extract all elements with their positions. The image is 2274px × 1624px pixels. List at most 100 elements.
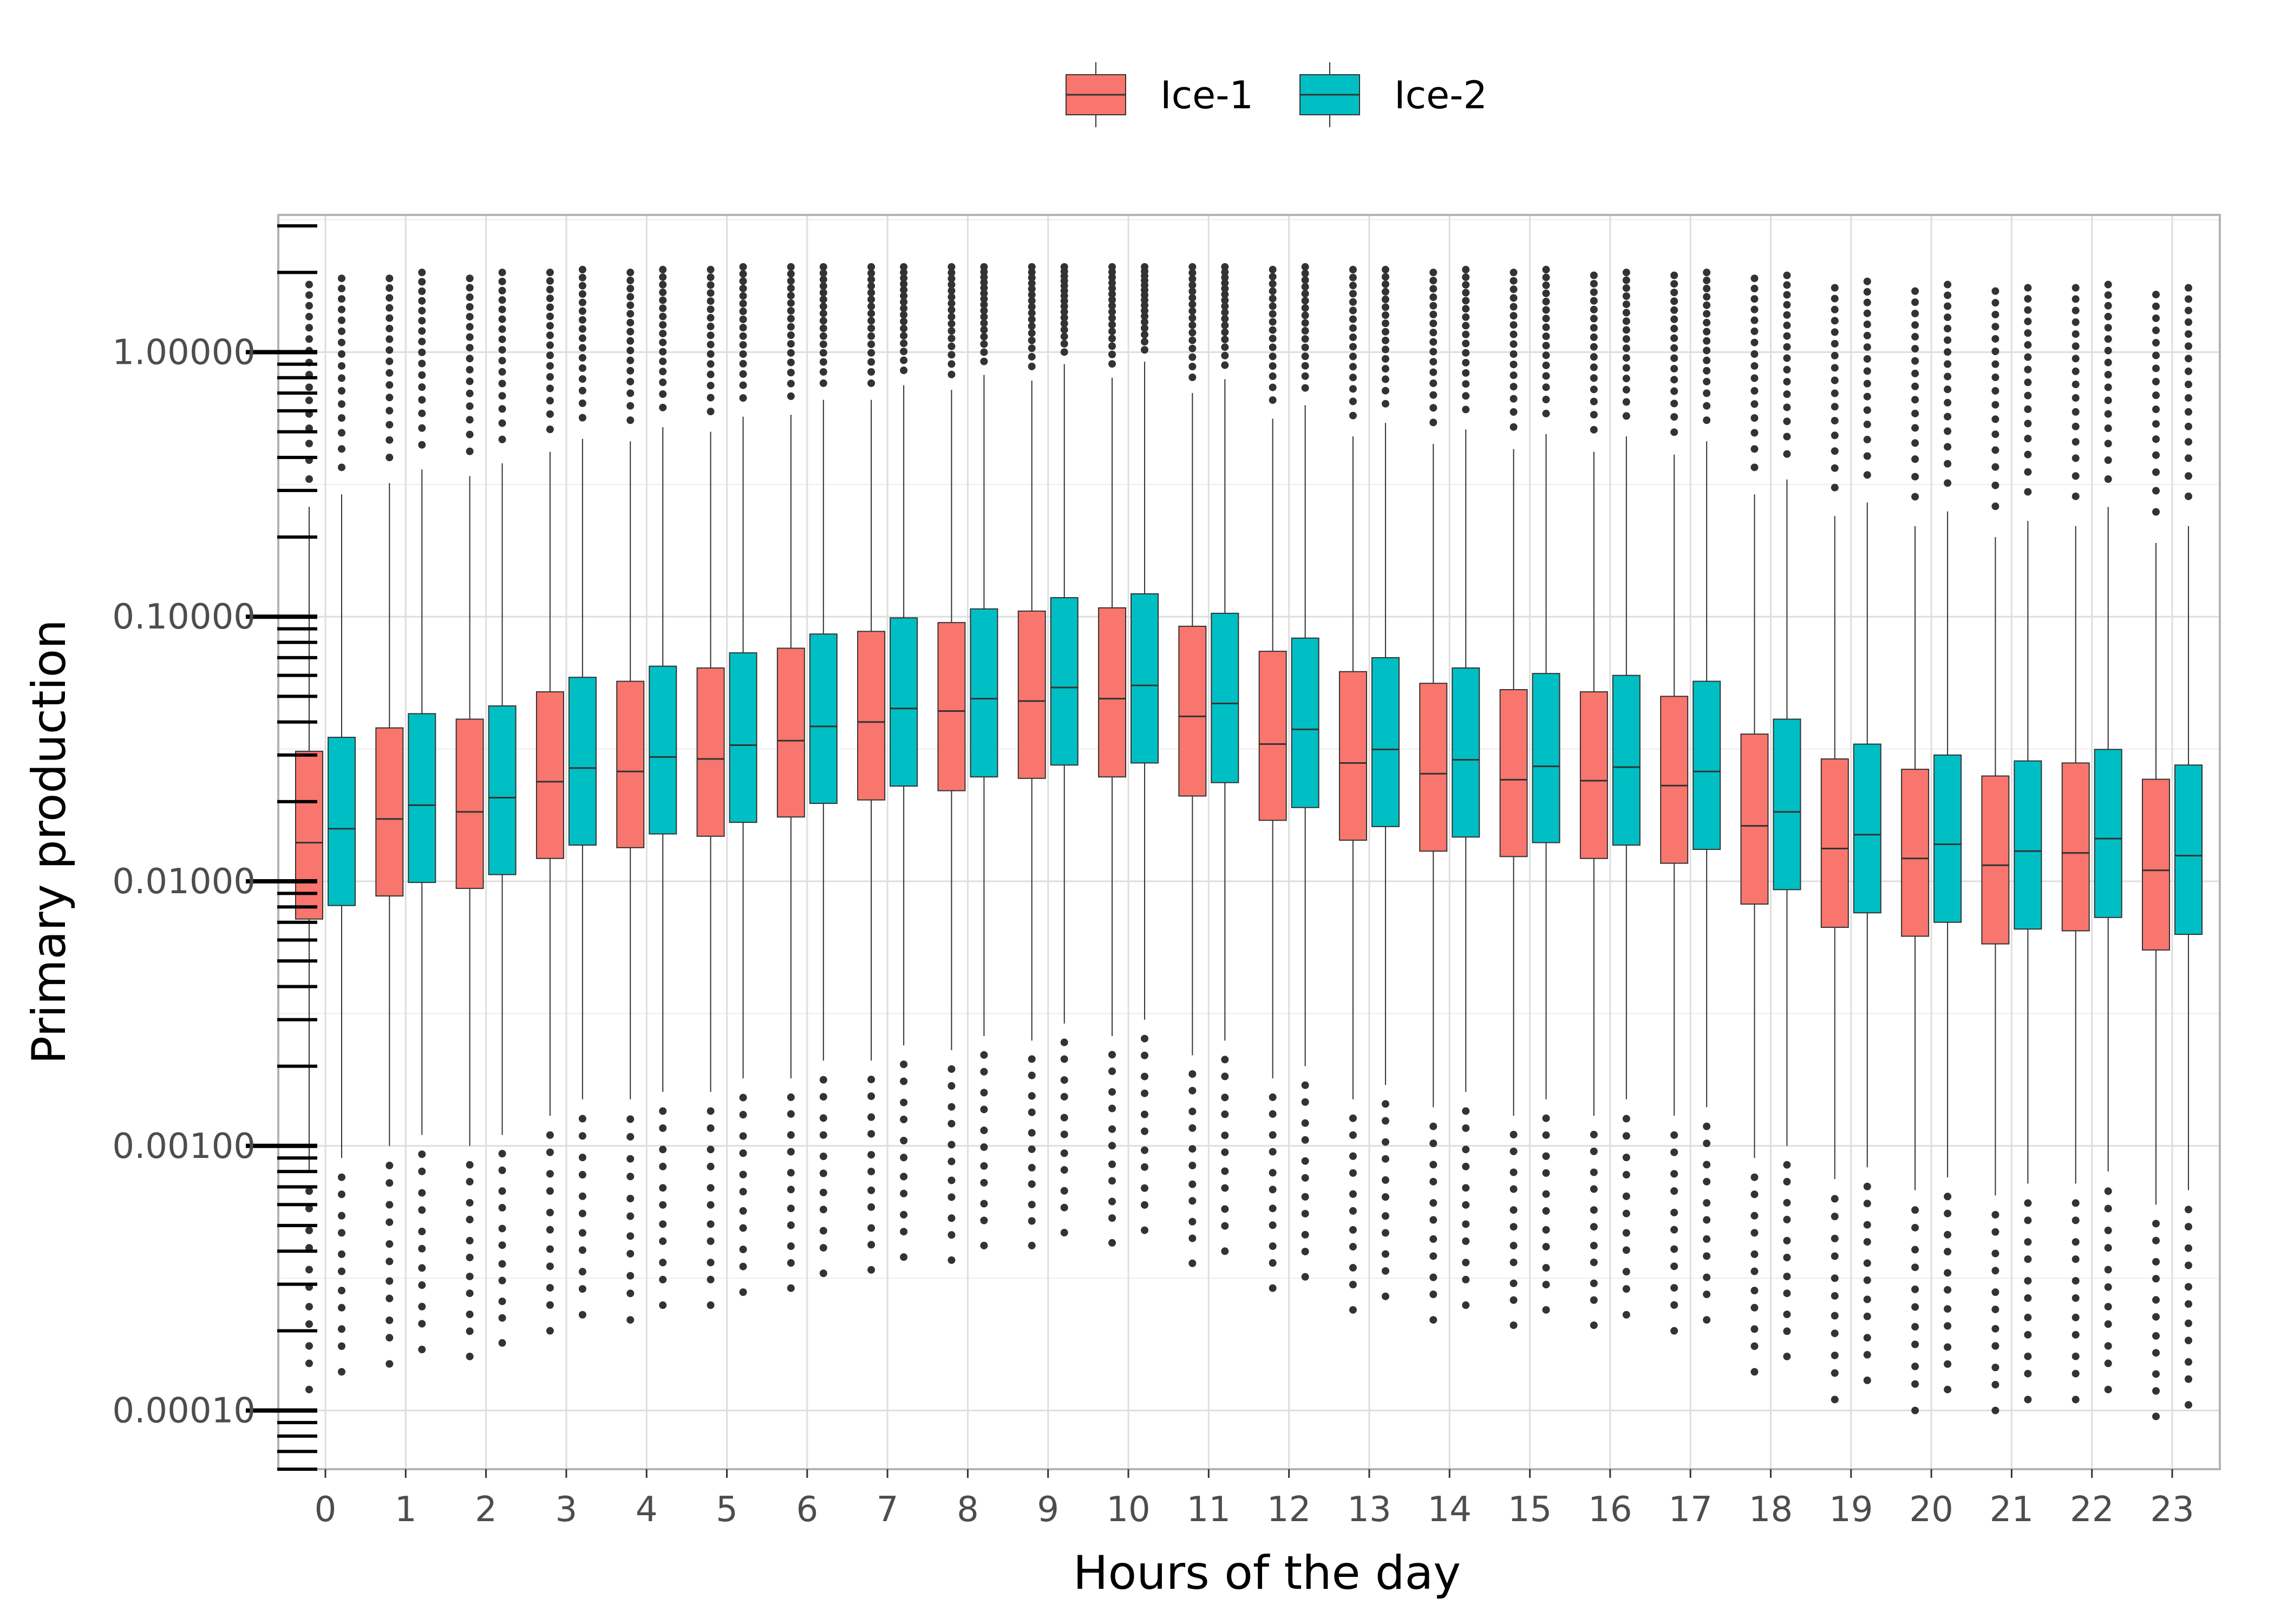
outlier-point	[819, 1206, 827, 1214]
outlier-point	[2024, 1238, 2032, 1246]
outlier-point	[819, 340, 827, 348]
outlier-point	[1622, 344, 1630, 352]
outlier-point	[1542, 395, 1550, 403]
outlier-point	[546, 285, 554, 293]
box-iqr	[2174, 764, 2203, 935]
outlier-point	[900, 324, 908, 332]
outlier-point	[2024, 405, 2032, 413]
x-tick-label: 6	[796, 1490, 818, 1530]
outlier-point	[1863, 392, 1871, 401]
outlier-point	[659, 1107, 667, 1115]
outlier-point	[546, 384, 554, 392]
outlier-point	[385, 1258, 394, 1266]
outlier-point	[626, 377, 635, 385]
outlier-point	[2104, 1359, 2112, 1367]
outlier-point	[1301, 276, 1309, 284]
outlier-point	[1863, 1295, 1871, 1304]
outlier-point	[1108, 263, 1116, 271]
outlier-point	[466, 313, 474, 321]
outlier-point	[1783, 322, 1791, 330]
outlier-point	[980, 1127, 988, 1135]
outlier-point	[1269, 1259, 1277, 1267]
outlier-point	[1510, 1185, 1518, 1193]
outlier-point	[2152, 1313, 2160, 1321]
outlier-point	[2104, 1226, 2112, 1234]
outlier-point	[1783, 291, 1791, 299]
outlier-point	[900, 274, 908, 282]
outlier-point	[1542, 1169, 1550, 1177]
outlier-point	[1141, 1051, 1149, 1059]
outlier-point	[659, 266, 667, 274]
outlier-point	[1670, 1262, 1678, 1271]
outlier-point	[1301, 362, 1309, 370]
outlier-point	[1188, 1259, 1197, 1267]
outlier-point	[1944, 291, 1952, 299]
box-iqr	[1499, 689, 1528, 857]
outlier-point	[819, 1169, 827, 1177]
box-iqr	[857, 631, 886, 801]
outlier-point	[1060, 1038, 1068, 1046]
outlier-point	[1703, 1161, 1711, 1169]
outlier-point	[1301, 1157, 1309, 1165]
outlier-point	[707, 1220, 715, 1228]
outlier-point	[1381, 400, 1389, 408]
box-ice-2-hour-10	[1131, 263, 1159, 1234]
outlier-point	[498, 392, 506, 400]
outlier-point	[385, 407, 394, 415]
outlier-point	[707, 394, 715, 402]
outlier-point	[1381, 1100, 1389, 1108]
outlier-point	[1108, 1051, 1116, 1059]
outlier-point	[1301, 283, 1309, 291]
outlier-point	[578, 1229, 586, 1237]
outlier-point	[1911, 345, 1919, 353]
outlier-point	[626, 366, 635, 375]
outlier-point	[707, 266, 715, 274]
outlier-point	[1831, 376, 1839, 384]
outlier-point	[1188, 329, 1197, 337]
box-iqr	[1291, 637, 1319, 808]
outlier-point	[1991, 1288, 1999, 1296]
outlier-point	[498, 335, 506, 343]
outlier-point	[2185, 1319, 2192, 1327]
outlier-point	[1542, 1131, 1550, 1139]
outlier-point	[1221, 1056, 1229, 1064]
outlier-point	[1349, 352, 1357, 361]
outlier-point	[1783, 433, 1791, 441]
outlier-point	[466, 323, 474, 331]
outlier-point	[418, 1302, 426, 1311]
outlier-point	[2185, 295, 2192, 303]
outlier-point	[867, 1266, 875, 1274]
outlier-point	[2152, 420, 2160, 428]
outlier-point	[1783, 1352, 1791, 1360]
outlier-point	[707, 370, 715, 378]
outlier-point	[787, 1284, 795, 1292]
outlier-point	[1060, 302, 1068, 310]
outlier-point	[1750, 338, 1759, 346]
outlier-point	[2024, 391, 2032, 400]
outlier-point	[787, 284, 795, 292]
outlier-point	[305, 302, 313, 310]
outlier-point	[1831, 1292, 1839, 1300]
outlier-point	[418, 1281, 426, 1289]
outlier-point	[1991, 360, 1999, 368]
box-iqr	[1017, 610, 1046, 779]
outlier-point	[980, 1068, 988, 1076]
outlier-point	[385, 346, 394, 354]
box-iqr	[375, 727, 404, 897]
outlier-point	[2152, 291, 2160, 299]
x-tick-label: 1	[395, 1490, 417, 1530]
outlier-point	[1301, 352, 1309, 361]
outlier-point	[1783, 1161, 1791, 1169]
outlier-point	[1944, 1209, 1952, 1217]
outlier-point	[1510, 1242, 1518, 1250]
outlier-point	[1108, 360, 1116, 368]
outlier-point	[1542, 315, 1550, 323]
outlier-point	[1590, 1185, 1598, 1193]
outlier-point	[1831, 1312, 1839, 1320]
outlier-point	[1831, 1252, 1839, 1260]
outlier-point	[1542, 1190, 1550, 1198]
outlier-point	[787, 1221, 795, 1229]
outlier-point	[948, 1065, 956, 1073]
outlier-point	[1863, 1221, 1871, 1229]
outlier-point	[1783, 1253, 1791, 1261]
